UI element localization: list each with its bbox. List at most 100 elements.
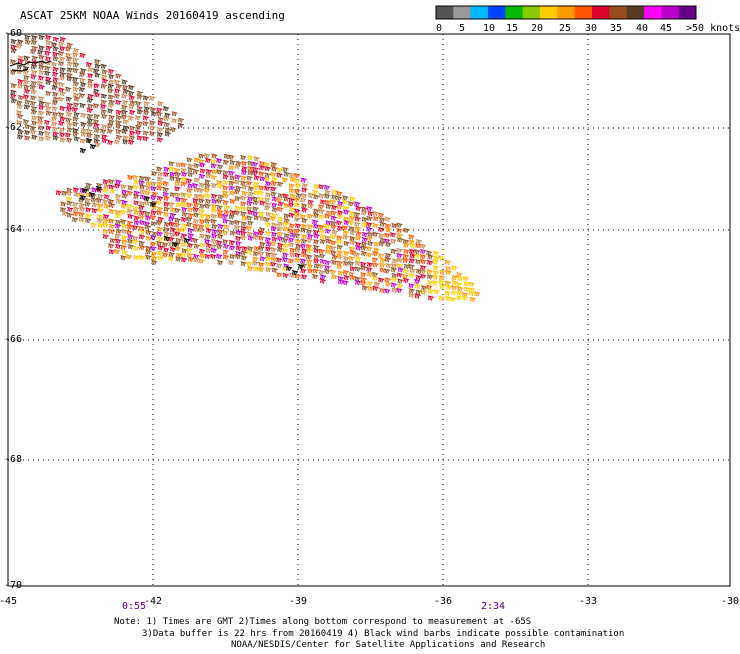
wind-barb	[163, 206, 170, 212]
wind-barb	[168, 221, 176, 227]
wind-barb	[133, 194, 140, 200]
wind-barb	[145, 185, 152, 191]
wind-barb	[307, 192, 315, 199]
wind-barb	[204, 238, 211, 245]
wind-barb	[198, 258, 205, 264]
wind-barb	[367, 240, 374, 247]
wind-barb	[164, 131, 171, 137]
wind-barb	[79, 188, 86, 194]
wind-barb	[240, 261, 247, 267]
wind-barb	[283, 226, 290, 232]
wind-barb	[353, 212, 361, 218]
wind-barb	[343, 216, 350, 222]
wind-barb	[427, 254, 434, 260]
wind-barb	[44, 119, 51, 126]
wind-barb	[121, 234, 128, 241]
wind-barb	[241, 190, 248, 196]
wind-barb	[228, 165, 235, 171]
wind-barb	[216, 183, 224, 189]
wind-barb	[126, 208, 134, 214]
wind-barb	[52, 51, 59, 57]
wind-barb	[187, 167, 194, 173]
wind-barb	[229, 245, 236, 251]
wind-barb	[372, 262, 379, 268]
wind-barb	[198, 198, 205, 204]
wind-barb	[66, 187, 73, 193]
wind-barb	[271, 231, 278, 237]
wind-barb	[134, 115, 142, 121]
wind-barb	[396, 263, 404, 269]
wind-barb	[133, 190, 140, 196]
wind-barb	[84, 201, 91, 207]
wind-barb	[265, 256, 272, 262]
wind-barb	[171, 111, 178, 117]
wind-barb	[324, 265, 331, 271]
wind-barb	[223, 209, 230, 216]
wind-barb	[115, 123, 122, 129]
wind-barb	[312, 268, 319, 274]
wind-barb	[276, 272, 283, 278]
wind-barb	[156, 206, 164, 212]
wind-barb	[205, 157, 212, 164]
wind-barb	[390, 282, 397, 288]
wind-barb	[355, 241, 362, 248]
wind-barb	[138, 234, 146, 240]
wind-barb	[87, 117, 94, 124]
wind-barb	[283, 218, 291, 224]
wind-barb	[271, 252, 278, 258]
wind-barb	[163, 221, 171, 228]
longitude-label: -42	[144, 596, 162, 607]
wind-barb	[253, 175, 260, 181]
wind-barb	[342, 195, 349, 201]
wind-barb	[73, 47, 80, 54]
wind-barb	[461, 292, 469, 298]
wind-barb	[108, 229, 116, 235]
wind-barb	[51, 62, 58, 68]
wind-barb	[180, 217, 188, 223]
wind-barb	[379, 262, 386, 268]
wind-barb	[325, 238, 332, 244]
wind-barb	[313, 212, 320, 219]
wind-barb	[193, 202, 200, 208]
wind-barb	[414, 293, 421, 299]
wind-barb	[336, 250, 344, 256]
wind-barb	[72, 187, 80, 193]
wind-barb	[342, 230, 349, 236]
wind-barb	[313, 229, 320, 235]
wind-barb	[336, 264, 343, 270]
wind-barb	[277, 216, 284, 222]
wind-barb	[270, 162, 277, 168]
wind-barb	[102, 218, 109, 224]
wind-barb	[86, 128, 93, 134]
wind-barb	[378, 233, 385, 239]
wind-barb	[343, 209, 350, 215]
wind-barb	[78, 92, 86, 99]
wind-barb	[163, 171, 170, 178]
wind-barb	[433, 250, 440, 257]
wind-barb	[343, 240, 350, 247]
wind-barb	[128, 139, 135, 145]
wind-barb	[198, 227, 205, 233]
wind-barb	[300, 268, 307, 274]
wind-barb	[222, 243, 230, 249]
wind-barb	[354, 216, 361, 222]
wind-barb	[294, 257, 301, 263]
wind-barb	[45, 90, 52, 97]
wind-barb	[100, 93, 108, 99]
wind-barb	[186, 157, 193, 163]
wind-barb	[142, 95, 150, 101]
wind-barb	[66, 72, 73, 78]
wind-barb	[217, 194, 225, 200]
wind-barb	[366, 280, 374, 287]
wind-barb	[102, 214, 110, 220]
wind-barb	[163, 236, 171, 242]
wind-barb	[324, 228, 332, 234]
wind-barb	[409, 253, 416, 259]
wind-barb	[142, 120, 149, 127]
wind-barb	[86, 122, 94, 128]
wind-barb	[355, 205, 362, 212]
wind-barb	[24, 135, 31, 141]
wind-barb	[211, 169, 218, 175]
wind-barb	[193, 218, 200, 225]
wind-barb	[193, 212, 200, 218]
